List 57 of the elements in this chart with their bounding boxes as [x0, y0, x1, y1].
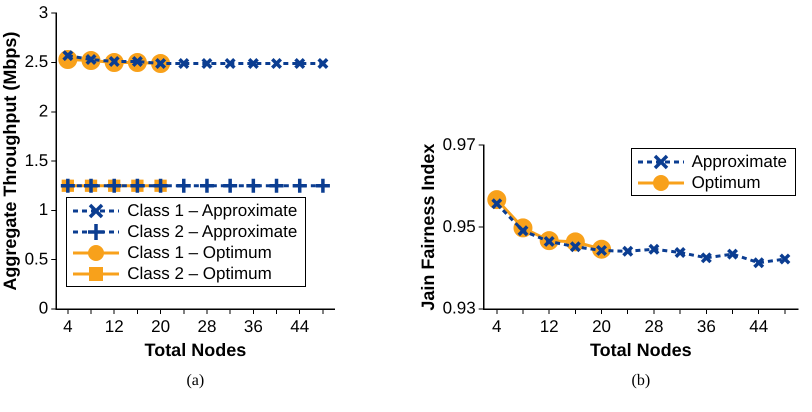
x-tick-label: 4 [492, 316, 502, 336]
point [105, 177, 123, 194]
y-tick-label: 1.5 [24, 150, 48, 170]
y-tick-label: 1 [38, 200, 48, 220]
legend-label: Class 2 – Approximate [127, 222, 298, 242]
point [247, 57, 260, 70]
point [175, 177, 193, 194]
point [270, 57, 283, 70]
x-tick-label: 36 [696, 316, 716, 336]
point [198, 177, 216, 194]
y-tick-label: 3 [38, 2, 48, 22]
point [726, 248, 739, 260]
point [648, 243, 660, 256]
point [200, 57, 213, 70]
y-tick-label: 0 [38, 298, 48, 318]
x-tick-label: 28 [644, 316, 664, 336]
x-tick-label: 20 [592, 316, 612, 336]
x-tick-label: 28 [198, 316, 216, 336]
point [290, 177, 308, 194]
point [622, 245, 634, 258]
legend-label: Class 1 – Optimum [127, 242, 272, 262]
x-tick-label: 20 [151, 316, 170, 336]
legend-label: Approximate [692, 152, 787, 172]
y-axis-title: Aggregate Throughput (Mbps) [0, 32, 20, 291]
point [178, 57, 190, 70]
x-axis-title: Total Nodes [590, 340, 692, 360]
y-axis-title: Jain Fairness Index [418, 144, 438, 311]
point [244, 177, 262, 194]
y-tick-label: 2 [38, 101, 48, 120]
point [752, 256, 765, 269]
y-tick-label: 0.97 [442, 134, 476, 154]
x-tick-label: 36 [244, 316, 263, 336]
point [700, 252, 712, 264]
y-tick-label: 0.5 [24, 249, 48, 268]
point [59, 177, 77, 194]
legend-label: Class 1 – Approximate [127, 200, 298, 220]
point [268, 177, 286, 194]
point [778, 253, 791, 266]
point [221, 177, 239, 194]
text: (b) [630, 372, 652, 390]
legend-label: Optimum [692, 172, 761, 193]
x-axis-title: Total Nodes [144, 340, 246, 360]
x-tick-label: 12 [104, 316, 124, 336]
point [224, 57, 236, 70]
point [314, 177, 332, 194]
x-tick-label: 44 [749, 316, 768, 336]
text: (a) [185, 372, 206, 390]
point [316, 57, 329, 70]
point [674, 246, 686, 258]
y-tick-label: 0.95 [442, 216, 476, 236]
y-tick-label: 2.5 [24, 52, 48, 72]
legend-label: Class 2 – Optimum [127, 264, 272, 284]
x-tick-label: 44 [290, 316, 310, 336]
y-tick-label: 0.93 [442, 298, 476, 318]
x-tick-label: 12 [540, 316, 559, 336]
point [294, 57, 306, 70]
x-tick-label: 4 [63, 316, 73, 336]
